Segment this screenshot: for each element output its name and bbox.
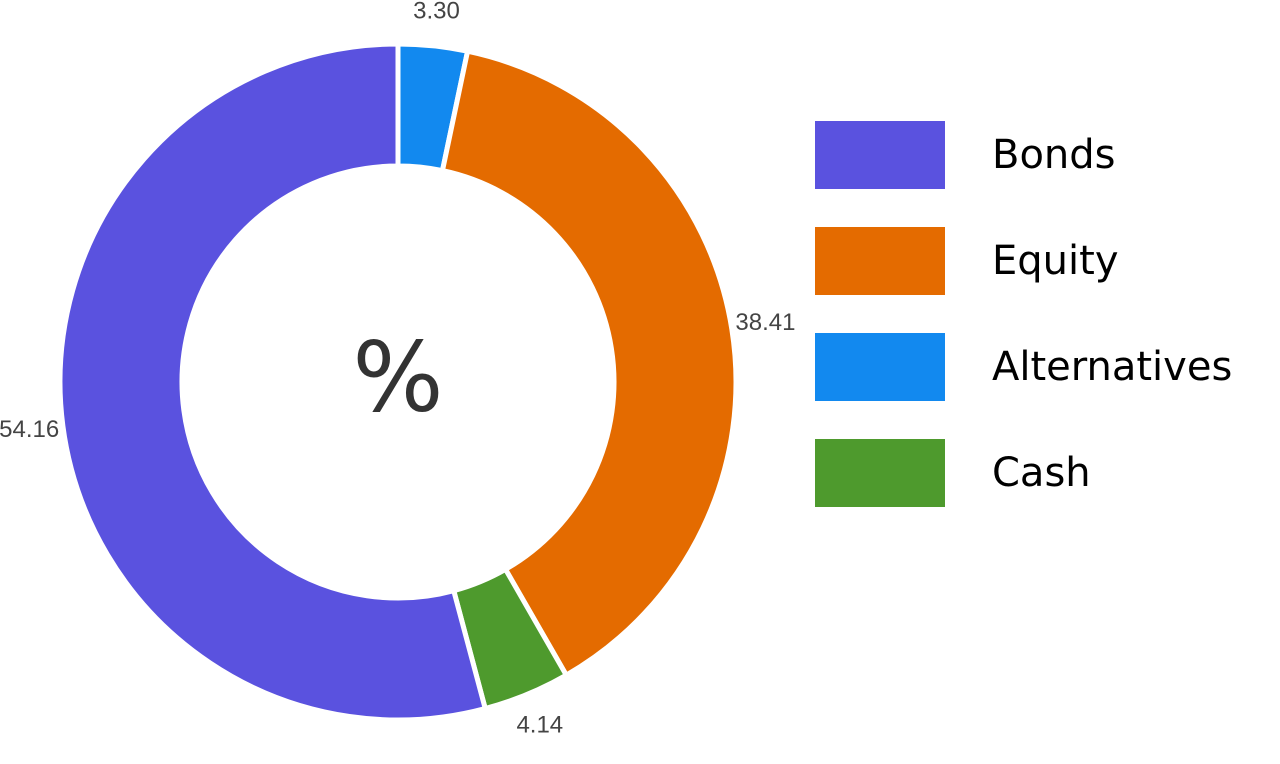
legend-swatch-equity bbox=[815, 227, 945, 295]
data-label-bonds: 54.16 bbox=[0, 416, 59, 443]
legend-swatch-bonds bbox=[815, 121, 945, 189]
slice-equity bbox=[439, 48, 739, 679]
value-labels: 3.30 38.41 4.14 54.16 bbox=[0, 0, 795, 738]
legend-label-bonds: Bonds bbox=[992, 132, 1116, 178]
legend-swatch-alternatives bbox=[815, 333, 945, 401]
data-label-alternatives: 3.30 bbox=[413, 0, 460, 24]
data-label-equity: 38.41 bbox=[735, 309, 795, 336]
legend-label-alternatives: Alternatives bbox=[992, 344, 1232, 390]
legend-swatch-cash bbox=[815, 439, 945, 507]
donut-slices bbox=[57, 41, 739, 723]
slice-bonds bbox=[57, 41, 489, 723]
center-label: % bbox=[352, 321, 443, 433]
legend-label-equity: Equity bbox=[992, 238, 1118, 284]
data-label-cash: 4.14 bbox=[516, 711, 563, 738]
legend: Bonds Equity Alternatives Cash bbox=[815, 121, 1232, 507]
legend-label-cash: Cash bbox=[992, 450, 1091, 496]
